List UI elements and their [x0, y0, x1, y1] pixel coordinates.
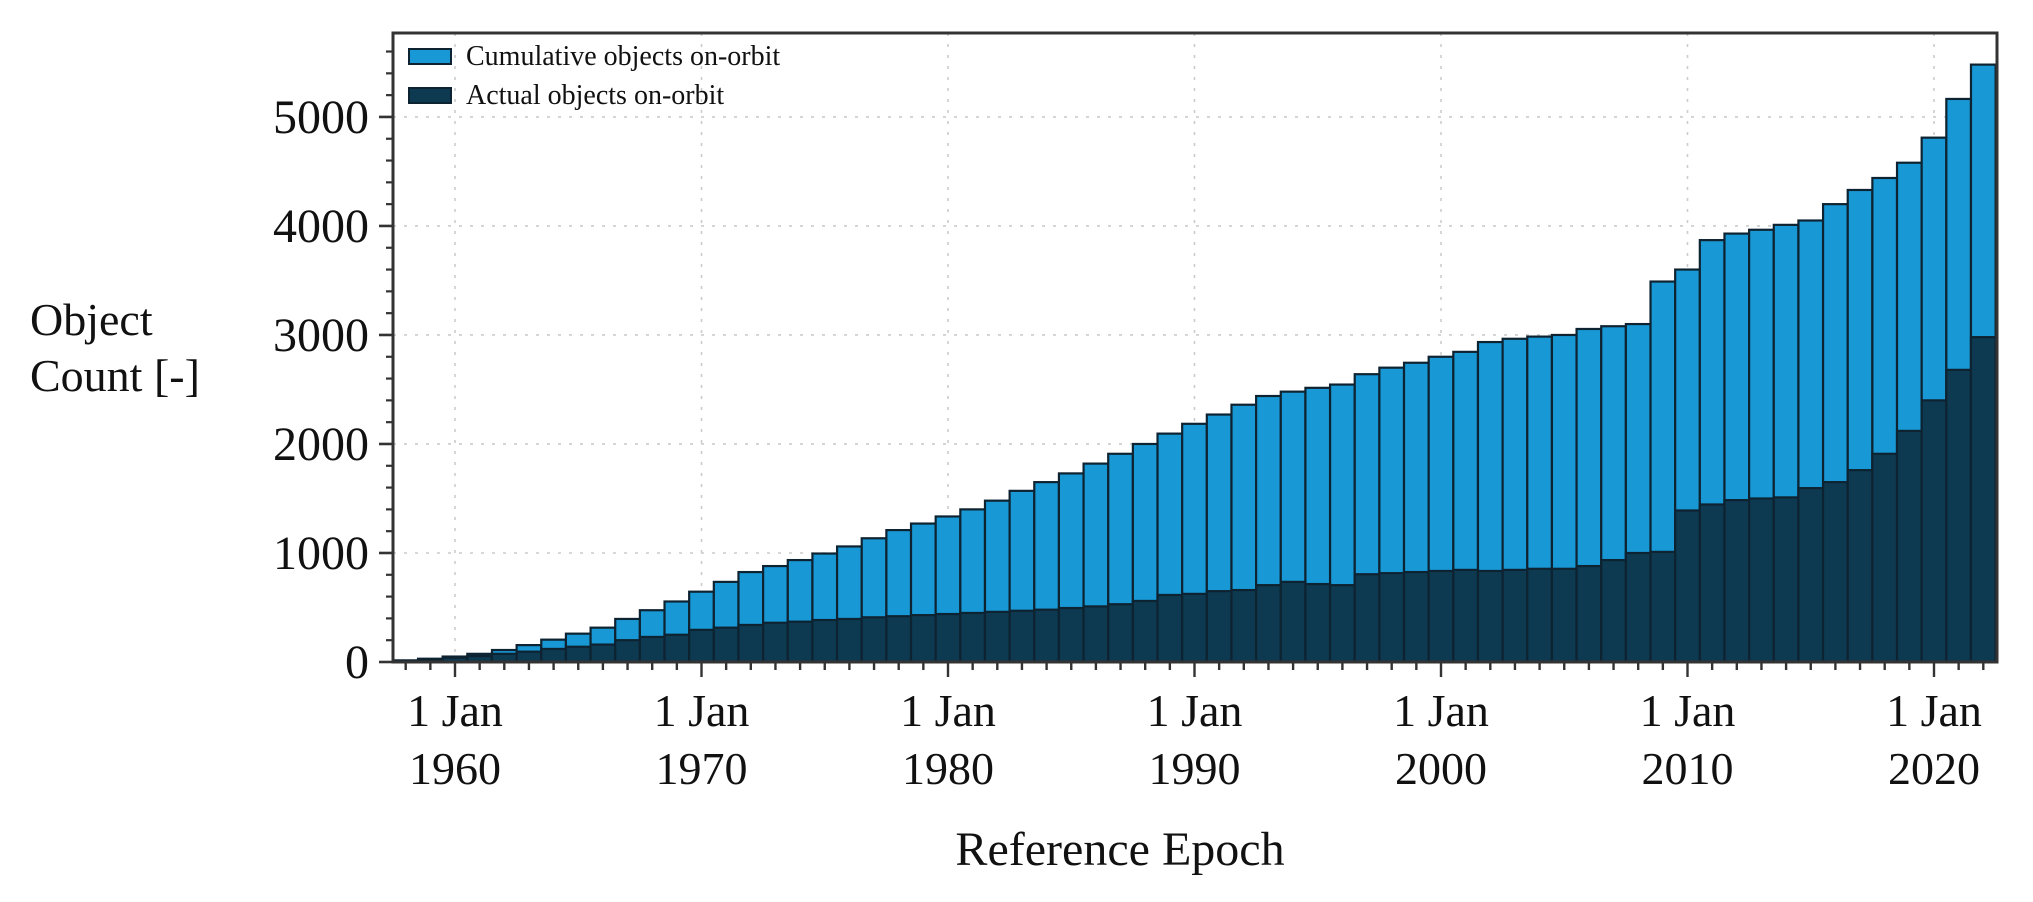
bar-actual-1963	[515, 650, 543, 662]
y-tick-label-0: 0	[345, 636, 369, 689]
y-axis-title-line1: Object	[30, 294, 153, 345]
bar-actual-2004	[1526, 567, 1554, 662]
x-tick-label-2020-line2: 2020	[1888, 743, 1980, 794]
bar-actual-1964	[540, 647, 568, 662]
y-tick-label-1000: 1000	[273, 527, 369, 580]
bar-actual-2009	[1649, 550, 1677, 662]
bar-actual-1982	[983, 610, 1011, 662]
bar-actual-1973	[762, 621, 789, 662]
y-tick-label-3000: 3000	[273, 309, 369, 362]
bar-actual-2003	[1501, 568, 1529, 662]
bar-actual-1992	[1230, 588, 1258, 662]
legend-row-actual: Actual objects on-orbit	[408, 79, 780, 112]
bar-actual-2011	[1698, 503, 1726, 662]
bar-actual-1977	[860, 616, 888, 662]
x-tick-label-2020-line1: 1 Jan	[1886, 685, 1982, 736]
bar-actual-1995	[1304, 582, 1332, 662]
bar-actual-1996	[1328, 584, 1356, 662]
bar-actual-2016	[1821, 481, 1849, 662]
bar-actual-1983	[1008, 609, 1036, 662]
bar-actual-2000	[1427, 569, 1455, 662]
bar-actual-1975	[811, 618, 839, 662]
x-tick-label-1980-line2: 1980	[902, 743, 994, 794]
x-tick-label-1960-line2: 1960	[409, 743, 501, 794]
bar-actual-1965	[564, 645, 592, 662]
x-tick-label-2000-line1: 1 Jan	[1393, 685, 1489, 736]
y-tick-label-5000: 5000	[273, 91, 369, 144]
actual-series-swatch	[408, 87, 452, 104]
bar-actual-1981	[959, 611, 987, 662]
x-tick-label-1960-line1: 1 Jan	[407, 685, 503, 736]
y-axis-title: Object Count [-]	[30, 292, 200, 404]
bar-actual-1974	[786, 620, 814, 662]
bar-actual-2001	[1452, 568, 1480, 662]
x-tick-label-2000-line2: 2000	[1395, 743, 1487, 794]
bar-actual-1976	[835, 617, 863, 662]
bar-actual-2006	[1575, 564, 1603, 662]
bar-actual-1979	[909, 614, 937, 662]
bar-actual-2015	[1797, 487, 1825, 662]
bar-actual-1997	[1353, 573, 1381, 662]
x-tick-label-2010-line1: 1 Jan	[1640, 685, 1736, 736]
bar-actual-1989	[1156, 593, 1184, 662]
bar-actual-1968	[638, 635, 666, 662]
bar-actual-2013	[1748, 497, 1775, 662]
cumulative-series-label: Cumulative objects on-orbit	[466, 40, 781, 72]
bar-actual-2022	[1969, 336, 1997, 662]
bar-actual-2010	[1674, 509, 1701, 662]
bar-actual-2018	[1871, 452, 1899, 662]
bar-actual-1991	[1205, 590, 1233, 662]
bar-actual-2017	[1846, 469, 1874, 662]
y-tick-label-2000: 2000	[273, 418, 369, 471]
bar-actual-1993	[1255, 584, 1282, 662]
bar-actual-2002	[1476, 569, 1504, 662]
bar-actual-2020	[1920, 399, 1948, 662]
bar-actual-1999	[1402, 570, 1430, 662]
bar-actual-1994	[1279, 580, 1307, 662]
bar-actual-1990	[1181, 592, 1208, 662]
legend: Cumulative objects on-orbit Actual objec…	[408, 40, 780, 112]
bar-actual-2019	[1895, 429, 1923, 662]
x-axis-title: Reference Epoch	[955, 823, 1285, 876]
x-tick-label-1990-line1: 1 Jan	[1147, 685, 1243, 736]
bar-actual-1966	[589, 643, 617, 662]
y-axis-title-line2: Count [-]	[30, 350, 200, 402]
bar-actual-1971	[712, 626, 740, 662]
bar-actual-1988	[1131, 599, 1159, 662]
bar-actual-1984	[1033, 608, 1061, 662]
plot-frame	[391, 31, 1999, 664]
bar-actual-2005	[1550, 567, 1578, 662]
bar-actual-1967	[614, 639, 641, 662]
bar-actual-2014	[1772, 496, 1800, 662]
bar-actual-1986	[1082, 605, 1110, 662]
x-tick-label-1970-line1: 1 Jan	[654, 685, 750, 736]
bar-actual-1980	[934, 612, 962, 662]
bar-actual-2012	[1723, 499, 1751, 662]
bar-actual-1978	[885, 615, 913, 662]
legend-row-cumulative: Cumulative objects on-orbit	[408, 40, 780, 73]
x-tick-label-1980-line1: 1 Jan	[900, 685, 996, 736]
bar-actual-2007	[1600, 558, 1627, 662]
x-tick-label-2010-line2: 2010	[1642, 743, 1734, 794]
bar-actual-1969	[663, 633, 691, 662]
bar-actual-1972	[737, 623, 765, 662]
bar-actual-1987	[1107, 603, 1134, 662]
actual-series-label: Actual objects on-orbit	[466, 79, 725, 111]
bar-actual-1998	[1378, 572, 1406, 662]
bar-actual-2008	[1624, 551, 1652, 662]
bar-actual-2021	[1945, 368, 1973, 662]
x-tick-label-1990-line2: 1990	[1149, 743, 1241, 794]
bar-actual-1985	[1057, 606, 1085, 662]
bar-actual-1970	[688, 628, 715, 662]
y-tick-label-4000: 4000	[273, 200, 369, 253]
cumulative-series-swatch	[408, 48, 452, 65]
x-tick-label-1970-line2: 1970	[656, 743, 748, 794]
